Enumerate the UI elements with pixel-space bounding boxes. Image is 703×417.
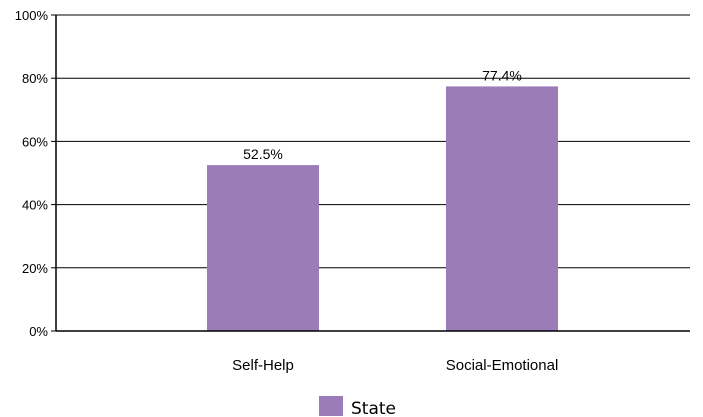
data-labels: 52.5% 77.4% — [243, 67, 522, 162]
y-tick-label: 60% — [22, 134, 48, 149]
y-tick-label: 0% — [29, 324, 48, 339]
bar-value-label: 52.5% — [243, 146, 283, 162]
legend: State — [319, 396, 396, 417]
y-axis-ticks: 0% 20% 40% 60% 80% 100% — [15, 8, 56, 339]
bar — [207, 165, 319, 331]
bars — [207, 86, 558, 331]
x-category-label: Self-Help — [232, 357, 294, 374]
bar — [446, 86, 558, 331]
legend-swatch — [319, 396, 343, 416]
bar-value-label: 77.4% — [482, 67, 522, 83]
y-tick-label: 20% — [22, 261, 48, 276]
y-tick-label: 80% — [22, 71, 48, 86]
y-tick-label: 100% — [15, 8, 49, 23]
x-category-label: Social-Emotional — [446, 357, 559, 374]
y-tick-label: 40% — [22, 198, 48, 213]
gridlines — [56, 14, 690, 332]
x-axis-labels: Self-Help Social-Emotional — [232, 357, 558, 374]
legend-label: State — [351, 399, 396, 417]
